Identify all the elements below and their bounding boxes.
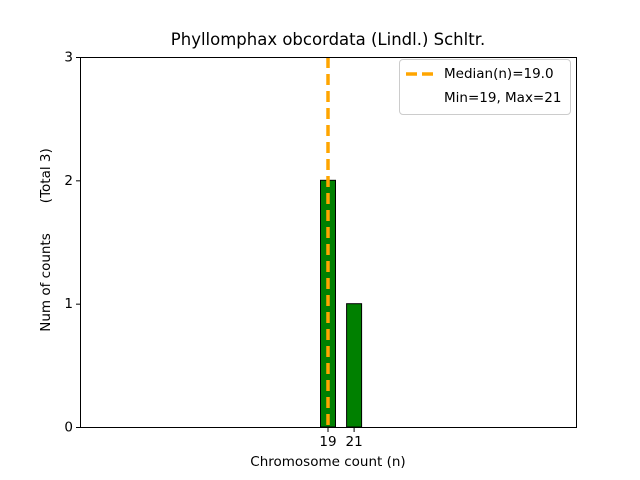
legend-label-minmax: Min=19, Max=21 bbox=[444, 90, 562, 106]
x-axis-label: Chromosome count (n) bbox=[250, 454, 406, 470]
y-axis-label: Num of counts (Total 3) bbox=[38, 148, 54, 332]
orange-dashed-line-icon bbox=[406, 72, 433, 76]
legend-entry-minmax: Min=19, Max=21 bbox=[406, 86, 564, 110]
plot-border bbox=[80, 57, 577, 428]
y-tick-label: 2 bbox=[64, 173, 73, 189]
legend-marker-spacer bbox=[406, 94, 433, 102]
x-tick-label: 19 bbox=[319, 434, 336, 450]
chart-title: Phyllomphax obcordata (Lindl.) Schltr. bbox=[170, 30, 486, 49]
y-tick-label: 3 bbox=[64, 50, 73, 66]
y-tick-label: 0 bbox=[64, 420, 73, 436]
bar-21 bbox=[346, 303, 363, 428]
legend-label-median: Median(n)=19.0 bbox=[444, 66, 554, 82]
y-tick-label: 1 bbox=[64, 296, 73, 312]
legend-entry-median: Median(n)=19.0 bbox=[406, 62, 564, 86]
legend: Median(n)=19.0 Min=19, Max=21 bbox=[399, 59, 571, 115]
x-tick-label: 21 bbox=[346, 434, 363, 450]
